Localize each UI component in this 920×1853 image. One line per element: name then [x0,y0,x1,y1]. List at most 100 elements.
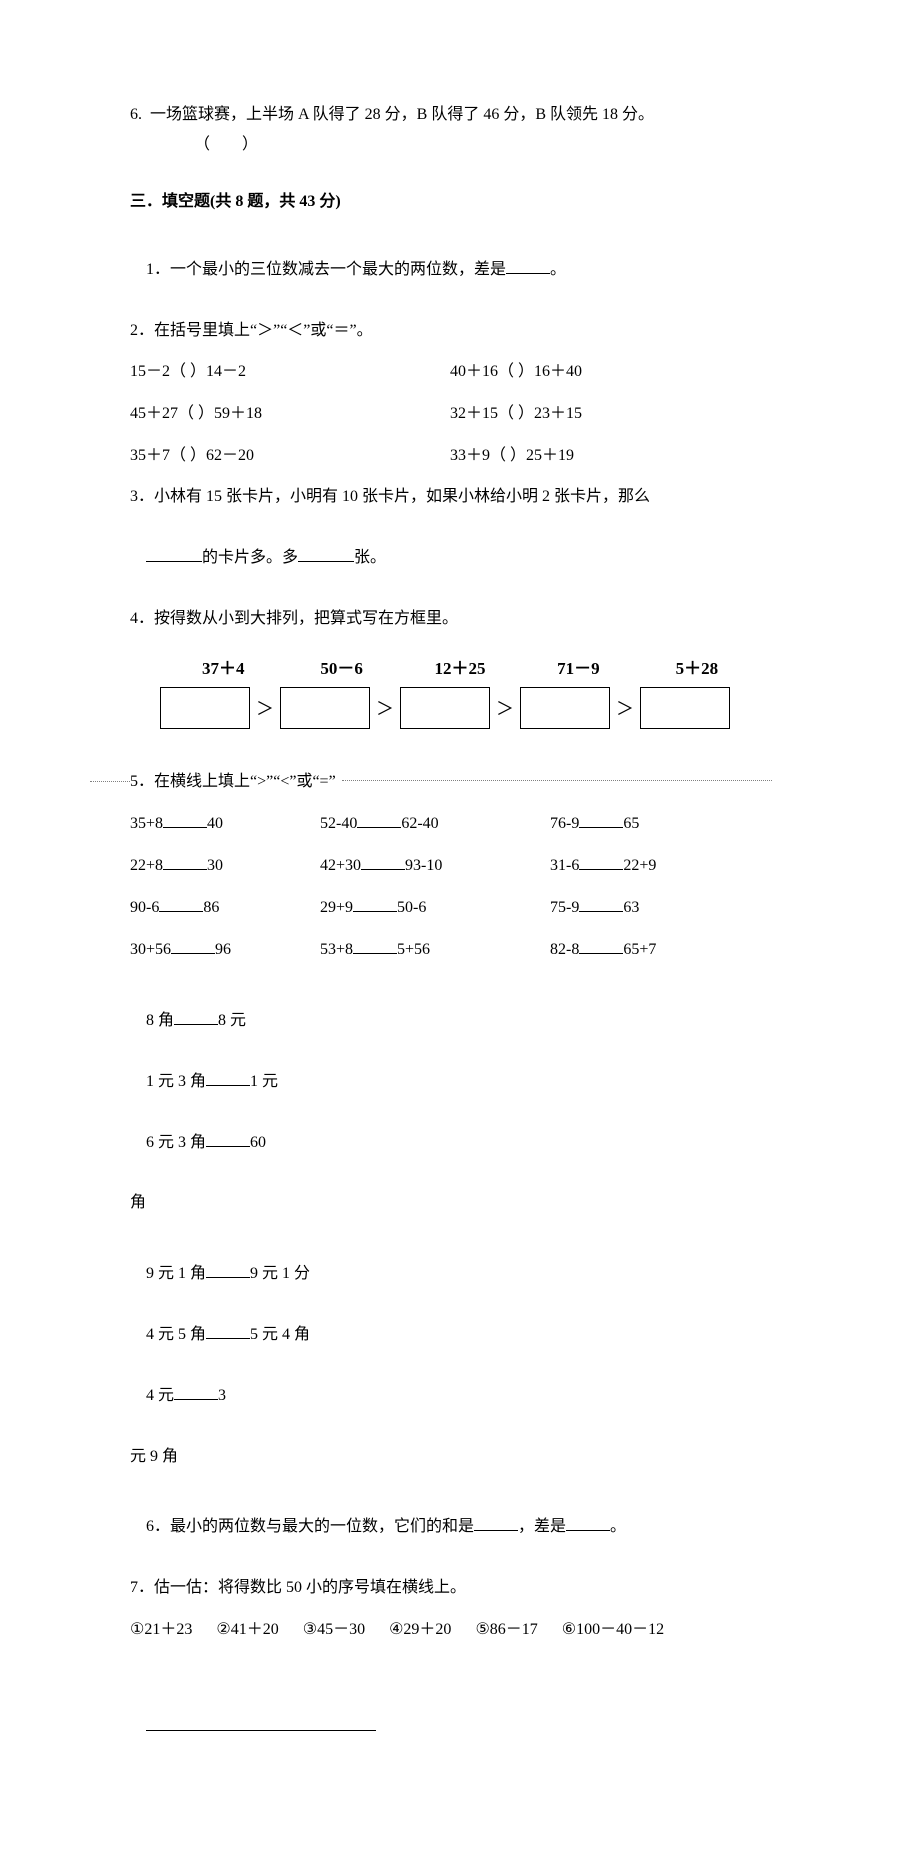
q4-diagram: 37＋4 50－6 12＋25 71－9 5＋28 ＞ ＞ ＞ ＞ [160,654,760,729]
q2-r1-r[interactable]: 40＋16（ ）16＋40 [450,356,810,388]
m2-blank-c[interactable] [174,1384,218,1400]
q2-r3-r[interactable]: 33＋9（ ）25＋19 [450,440,810,472]
q4-label-5: 5＋28 [638,654,756,679]
q5-3a: 90-6 [130,899,159,916]
m1-blank-a[interactable] [174,1009,218,1025]
q2-row-2: 45＋27（ ）59＋18 32＋15（ ）23＋15 [130,398,810,430]
m1-blank-c[interactable] [206,1131,250,1147]
q7-head: 7．估一估：将得数比 50 小的序号填在横线上。 [130,1573,810,1603]
m2-b1: 4 元 5 角 [146,1326,206,1343]
q4-label-2: 50－6 [282,654,400,679]
q5-2e: 31-6 [550,857,579,874]
q4-box-4[interactable] [520,687,610,729]
q5-2-blank-a[interactable] [163,854,207,870]
q5-4a: 30+56 [130,941,171,958]
q5-2-blank-c[interactable] [579,854,623,870]
q2-r3-l[interactable]: 35＋7（ ）62－20 [130,440,450,472]
q7-opt-6: ⑥100－40－12 [562,1614,664,1646]
q1-tail: 。 [550,261,566,278]
m2-a2: 9 元 1 分 [250,1265,310,1282]
gt-3: ＞ [490,695,520,721]
prev-q6-paren: （ ） [130,130,810,160]
gt-1: ＞ [250,695,280,721]
m2-blank-a[interactable] [206,1262,250,1278]
q4-head: 4．按得数从小到大排列，把算式写在方框里。 [130,604,810,634]
q7-opt-1: ①21＋23 [130,1614,192,1646]
q5-1-blank-b[interactable] [357,812,401,828]
m1-b1: 1 元 3 角 [146,1073,206,1090]
q5-3-blank-c[interactable] [579,896,623,912]
q5-row-2: 22+830 42+3093-10 31-622+9 [130,850,810,882]
q5-1c: 52-40 [320,815,357,832]
q7-opt-3: ③45－30 [303,1614,365,1646]
m1-blank-b[interactable] [206,1070,250,1086]
q3-tail: 张。 [354,549,386,566]
q5-1-blank-c[interactable] [579,812,623,828]
q6-blank-2[interactable] [566,1515,610,1531]
prev-q6-text: 6. 一场篮球赛，上半场 A 队得了 28 分，B 队得了 46 分，B 队领先… [130,100,810,130]
q5-3e: 75-9 [550,899,579,916]
q1-blank[interactable] [506,258,550,274]
section-3-title: 三．填空题(共 8 题，共 43 分) [130,187,810,211]
q7-opt-5: ⑤86－17 [475,1614,537,1646]
q4-box-5[interactable] [640,687,730,729]
q5-3f: 63 [623,899,639,916]
q5-row-4: 30+5696 53+85+56 82-865+7 [130,934,810,966]
q4-box-1[interactable] [160,687,250,729]
q5-money-2: 9 元 1 角9 元 1 分 4 元 5 角5 元 4 角 4 元3 [130,1229,810,1442]
q5-4-blank-b[interactable] [353,938,397,954]
q3-mid: 的卡片多。多 [202,549,298,566]
m2-b2: 5 元 4 角 [250,1326,310,1343]
q1-text: 1．一个最小的三位数减去一个最大的两位数，差是 [146,261,506,278]
q5-1a: 35+8 [130,815,163,832]
q4-label-4: 71－9 [519,654,637,679]
m1-c2: 60 [250,1134,266,1151]
q5-2-blank-b[interactable] [361,854,405,870]
q7-opt-4: ④29＋20 [389,1614,451,1646]
page: 6. 一场篮球赛，上半场 A 队得了 28 分，B 队得了 46 分，B 队领先… [0,0,920,1853]
q5-4-blank-c[interactable] [579,938,623,954]
q2-r2-l[interactable]: 45＋27（ ）59＋18 [130,398,450,430]
q2-r1-l[interactable]: 15－2（ ）14－2 [130,356,450,388]
q5-head-row: 5．在横线上填上“>”“<”或“=” [130,767,810,797]
q3-blank-1[interactable] [146,546,202,562]
q5-money-1: 8 角8 元 1 元 3 角1 元 6 元 3 角60 [130,976,810,1189]
q5-1e: 76-9 [550,815,579,832]
m2-a1: 9 元 1 角 [146,1265,206,1282]
q5-4-blank-a[interactable] [171,938,215,954]
q5-1d: 62-40 [401,815,438,832]
q4-boxes: ＞ ＞ ＞ ＞ [160,687,760,729]
q5-1-blank-a[interactable] [163,812,207,828]
q6-mid: ，差是 [518,1518,566,1535]
q5-1f: 65 [623,815,639,832]
q5-2c: 42+30 [320,857,361,874]
q5-4e: 82-8 [550,941,579,958]
q5-3-blank-a[interactable] [159,896,203,912]
q5-4b: 96 [215,941,231,958]
q5-3-blank-b[interactable] [353,896,397,912]
q5-3d: 50-6 [397,899,426,916]
q5-money-2-wrap: 元 9 角 [130,1442,810,1472]
q4-box-2[interactable] [280,687,370,729]
q6-a: 6．最小的两位数与最大的一位数，它们的和是 [146,1518,474,1535]
paren-blank[interactable]: （ ） [194,136,260,153]
q7-options: ①21＋23 ②41＋20 ③45－30 ④29＋20 ⑤86－17 ⑥100－… [130,1614,810,1646]
q5-row-3: 90-686 29+950-6 75-963 [130,892,810,924]
q2-row-3: 35＋7（ ）62－20 33＋9（ ）25＋19 [130,440,810,472]
q7-answer-line [130,1682,810,1773]
m1-a1: 8 角 [146,1012,174,1029]
q3-line2: 的卡片多。多 张。 [130,513,810,604]
m2-blank-b[interactable] [206,1323,250,1339]
q4-box-3[interactable] [400,687,490,729]
q5-4c: 53+8 [320,941,353,958]
q2-r2-r[interactable]: 32＋15（ ）23＋15 [450,398,810,430]
q2-row-1: 15－2（ ）14－2 40＋16（ ）16＋40 [130,356,810,388]
q3-blank-2[interactable] [298,546,354,562]
q1: 1．一个最小的三位数减去一个最大的两位数，差是 。 [130,225,810,316]
m2-c2: 3 [218,1387,226,1404]
q7-opt-2: ②41＋20 [216,1614,278,1646]
q6-blank-1[interactable] [474,1515,518,1531]
q3-line1: 3．小林有 15 张卡片，小明有 10 张卡片，如果小林给小明 2 张卡片，那么 [130,482,810,512]
q7-answer-blank[interactable] [146,1715,376,1731]
gt-2: ＞ [370,695,400,721]
